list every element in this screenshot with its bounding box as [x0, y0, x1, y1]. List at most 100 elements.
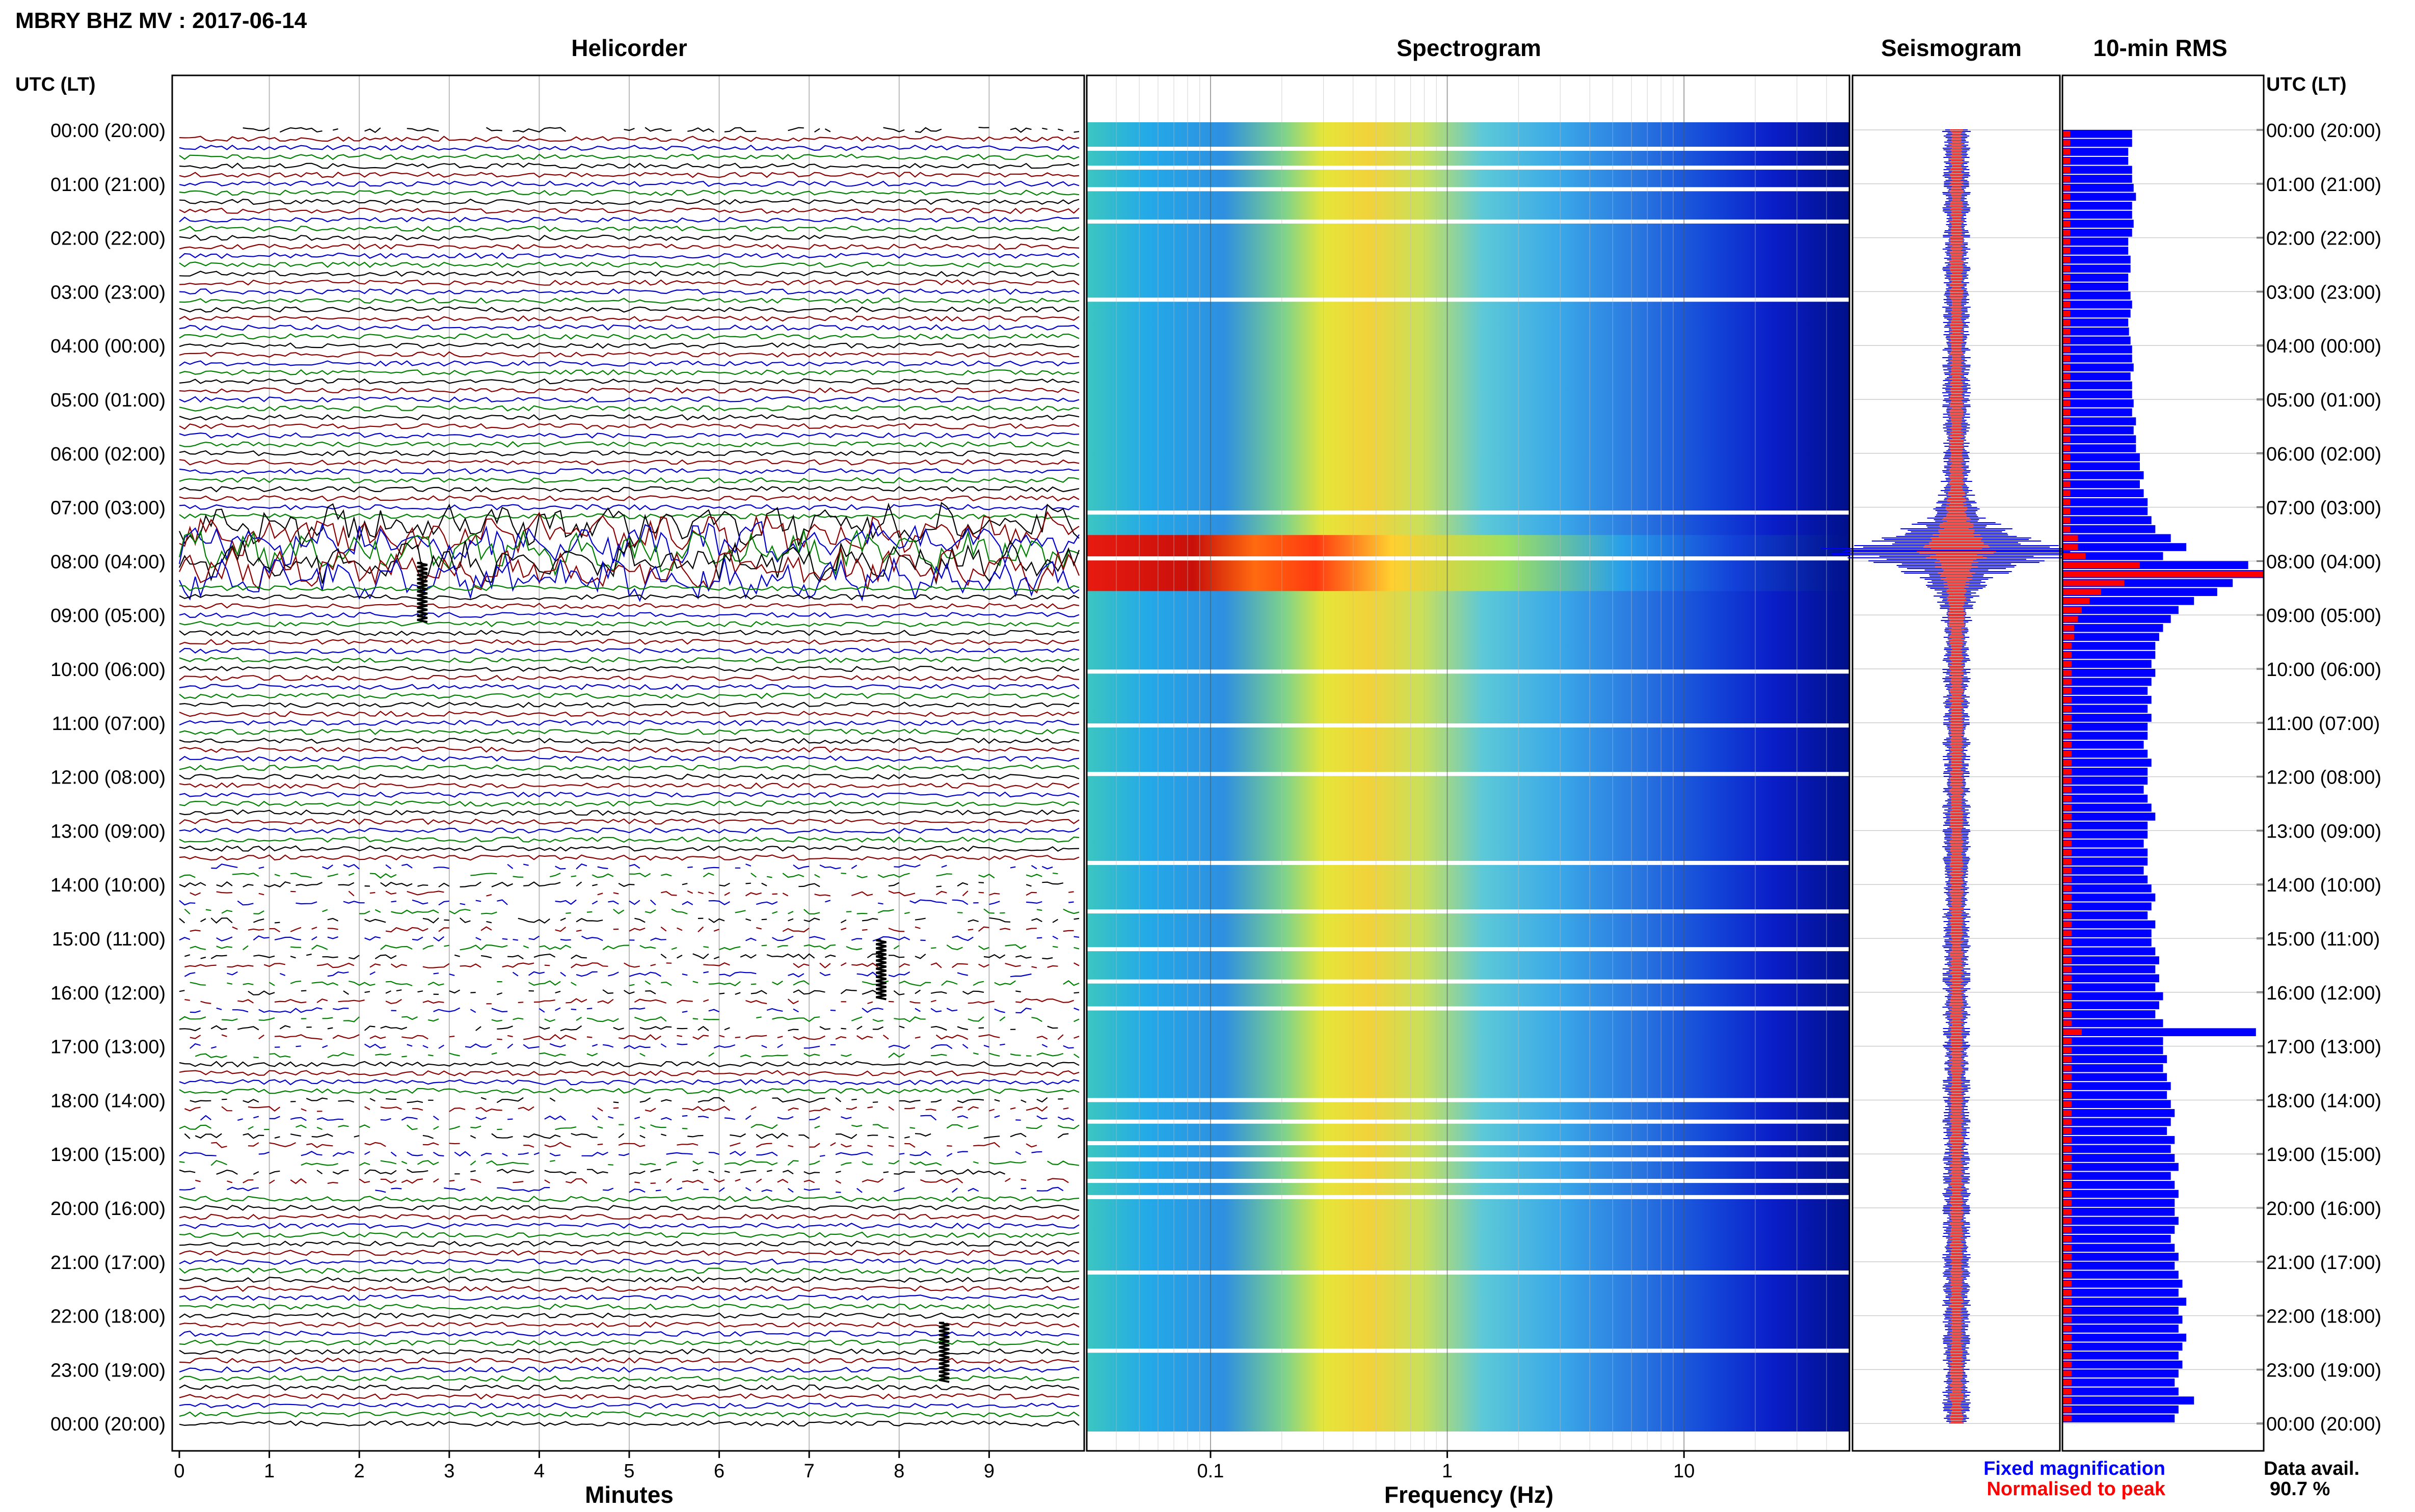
spectrogram-frame	[1086, 74, 1850, 1452]
rms-bar-normalised	[2062, 526, 2071, 532]
rms-bar-normalised	[2062, 391, 2071, 397]
helicorder-trace	[179, 782, 1080, 789]
rms-bar-normalised	[2062, 795, 2072, 802]
time-label-left: 20:00 (16:00)	[50, 1198, 166, 1220]
spectrogram-event-band	[1087, 535, 1849, 591]
rms-bar-fixed	[2062, 902, 2152, 911]
rms-bar-fixed	[2062, 1405, 2179, 1414]
helicorder-trace	[179, 468, 1080, 475]
time-label-left: 13:00 (09:00)	[50, 821, 166, 842]
helicorder-trace	[179, 1159, 1080, 1166]
rms-bar-fixed	[2062, 1046, 2163, 1055]
rms-bar-normalised	[2062, 912, 2072, 919]
spectrogram-gap	[1087, 1195, 1849, 1199]
helicorder-trace	[178, 539, 1080, 585]
rms-bar-fixed	[2062, 687, 2148, 695]
helicorder-trace	[179, 1330, 1080, 1337]
rms-bar-normalised	[2062, 867, 2072, 874]
rms-bar-fixed	[2062, 983, 2156, 991]
spectrogram-gap	[1087, 1179, 1849, 1183]
rms-bar-normalised	[2062, 948, 2072, 955]
seismogram-title: Seismogram	[1881, 35, 2022, 61]
helicorder-trace	[179, 1375, 1080, 1382]
rms-bar-fixed	[2062, 1280, 2183, 1288]
helicorder-trace	[178, 521, 1080, 566]
helicorder-trace	[179, 593, 1080, 601]
rms-bar-normalised	[2062, 463, 2071, 470]
rms-bar-fixed	[2062, 813, 2156, 821]
helicorder-trace	[179, 270, 1080, 277]
time-label-right: 07:00 (03:00)	[2266, 498, 2381, 519]
rms-bar-fixed	[2062, 1172, 2171, 1180]
helicorder-trace	[179, 1285, 1080, 1292]
rms-bar-normalised	[2062, 517, 2071, 523]
rms-bar-fixed	[2062, 875, 2148, 884]
helicorder-trace	[179, 1384, 1080, 1391]
rms-bar-fixed	[2062, 776, 2148, 785]
rms-bar-normalised	[2062, 1406, 2072, 1413]
rms-bar-normalised	[2062, 760, 2072, 766]
helicorder-trace	[179, 1196, 1080, 1202]
time-label-left: 03:00 (23:00)	[50, 282, 166, 303]
helicorder-trace	[179, 207, 1080, 214]
rms-bar-fixed	[2062, 327, 2129, 336]
helicorder-tick-label: 2	[354, 1461, 365, 1482]
rms-bar-normalised	[2062, 696, 2072, 703]
time-label-left: 08:00 (04:00)	[50, 551, 166, 573]
rms-bar-normalised	[2062, 634, 2074, 640]
helicorder-tick-label: 6	[714, 1461, 725, 1482]
rms-bar-normalised	[2062, 382, 2071, 389]
rms-bar-fixed	[2062, 489, 2144, 497]
rms-bar-fixed	[2062, 453, 2140, 462]
rms-bar-normalised	[2062, 831, 2072, 838]
rms-bar-normalised	[2062, 688, 2072, 694]
helicorder-trace	[179, 1276, 1080, 1283]
rms-bar-normalised	[2062, 930, 2072, 936]
rms-bar-fixed	[2062, 1055, 2167, 1063]
rms-bar-fixed	[2062, 911, 2148, 920]
rms-bar-normalised	[2062, 238, 2071, 245]
spectrogram-gap	[1087, 147, 1849, 151]
rms-bar-normalised	[2062, 885, 2072, 892]
rms-bar-fixed	[2062, 974, 2159, 983]
rms-bar-fixed	[2062, 202, 2132, 210]
helicorder-trace	[179, 1258, 1080, 1265]
time-label-left: 00:00 (20:00)	[50, 1414, 166, 1435]
rms-bar-normalised	[2062, 1083, 2072, 1089]
helicorder-panel: 0 1 2 3 4 5 6 7 8 9 Minutes	[171, 74, 1085, 1508]
helicorder-trace	[179, 800, 1080, 807]
rms-bar-normalised	[2062, 544, 2078, 550]
rms-bar-normalised	[2062, 1254, 2072, 1260]
time-label-left: 00:00 (20:00)	[50, 120, 166, 142]
time-label-left: 01:00 (21:00)	[50, 174, 166, 196]
rms-bar-fixed	[2062, 840, 2144, 848]
rms-bar-normalised	[2062, 589, 2101, 595]
seismogram-frame	[1852, 74, 2061, 1452]
rms-bar-normalised	[2062, 203, 2071, 209]
rms-bar-normalised	[2062, 1361, 2072, 1368]
rms-bar-fixed	[2062, 1306, 2179, 1315]
helicorder-trace	[179, 809, 1080, 816]
rms-bar-fixed	[2062, 525, 2156, 533]
rms-bar-normalised	[2062, 157, 2071, 164]
helicorder-trace	[179, 387, 1080, 394]
rms-bar-normalised	[2062, 1128, 2072, 1134]
rms-bar-normalised	[2062, 768, 2072, 775]
helicorder-trace	[179, 638, 1080, 645]
helicorder-trace	[179, 674, 1080, 681]
helicorder-trace	[179, 827, 1080, 834]
rms-bar-fixed	[2062, 1352, 2179, 1360]
rms-bar-normalised	[2062, 256, 2071, 263]
rms-bar-fixed	[2062, 615, 2171, 623]
helicorder-trace	[179, 1124, 1080, 1130]
rms-bar-fixed	[2062, 480, 2140, 489]
helicorder-trace	[179, 1420, 1080, 1427]
helicorder-trace	[179, 1231, 1080, 1238]
rms-bar-normalised	[2062, 1334, 2072, 1341]
rms-bar-fixed	[2062, 301, 2132, 309]
rms-bar-normalised	[2062, 957, 2072, 963]
rms-bar-fixed	[2062, 417, 2136, 425]
rms-bar-normalised	[2062, 841, 2072, 847]
time-label-left: 07:00 (03:00)	[50, 498, 166, 519]
helicorder-trace	[190, 926, 1074, 933]
